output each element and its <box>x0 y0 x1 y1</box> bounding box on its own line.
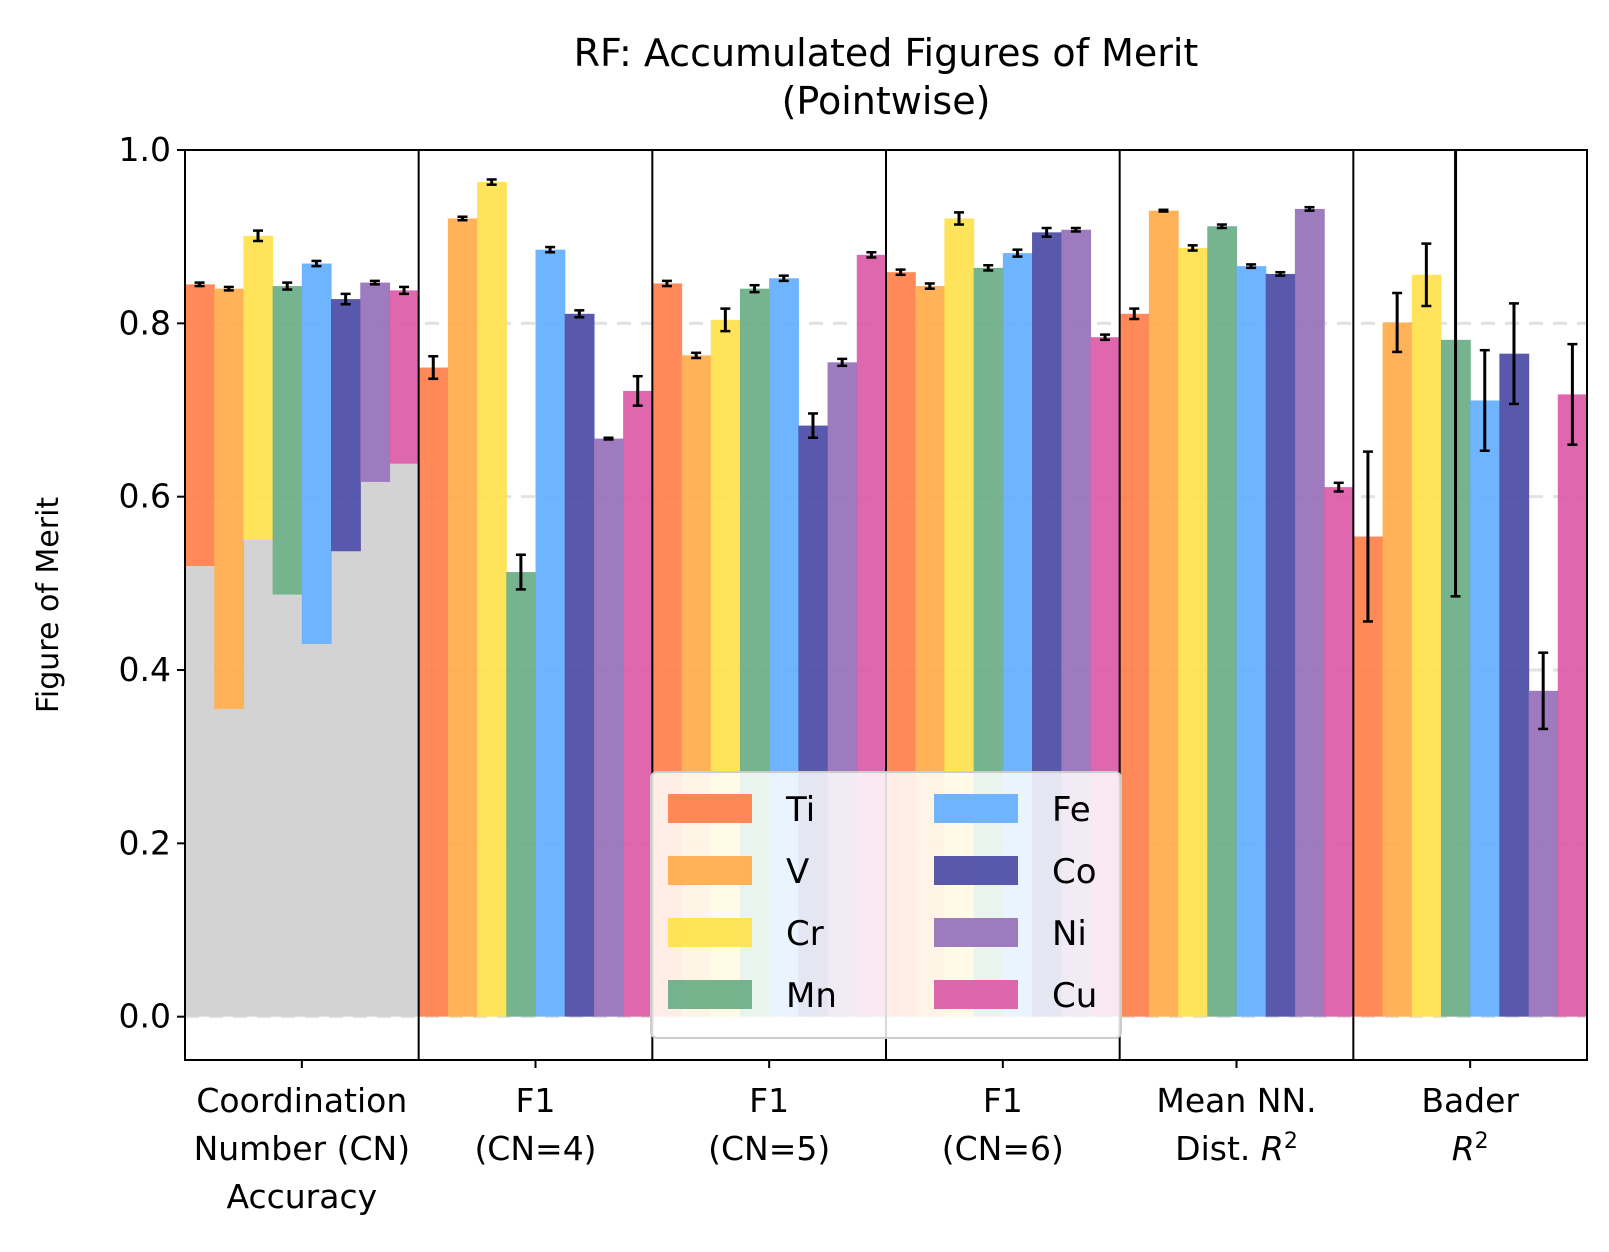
legend-swatch-ni <box>934 918 1018 947</box>
x-tick-label: F1 (CN=6) <box>942 1081 1064 1168</box>
y-tick-label: 0.0 <box>119 997 171 1036</box>
legend-swatch-ti <box>668 794 752 823</box>
bar-cr <box>1178 247 1208 1017</box>
bars <box>185 182 1588 1017</box>
bar-mn <box>272 286 303 595</box>
chart-title-line: (Pointwise) <box>782 79 991 123</box>
bar-cu <box>389 290 420 464</box>
bar-fe <box>535 249 566 1017</box>
baseline-bar <box>301 644 332 1017</box>
legend-swatch-mn <box>668 980 752 1009</box>
bar-cr <box>243 235 274 541</box>
bar-v <box>447 218 478 1017</box>
legend-swatch-fe <box>934 794 1018 823</box>
x-tick-label: Coordination Number (CN) Accuracy <box>194 1081 411 1216</box>
x-tick-label: Bader R2 <box>1421 1081 1519 1168</box>
y-tick-label: 0.6 <box>119 477 171 516</box>
baseline-bar <box>243 540 274 1017</box>
bar-fe <box>1470 400 1500 1017</box>
x-tick-label: F1 (CN=4) <box>474 1081 596 1168</box>
bar-v <box>214 288 245 709</box>
bar-ni <box>360 282 391 482</box>
bar-fe <box>301 263 332 644</box>
bar-cu <box>623 390 653 1017</box>
x-tick-label: Mean NN. Dist. R2 <box>1156 1081 1316 1168</box>
legend-label-mn: Mn <box>786 976 837 1016</box>
bar-mn <box>1207 226 1238 1017</box>
legend-label-v: V <box>786 852 809 892</box>
y-tick-label: 0.4 <box>119 650 171 689</box>
legend-label-ti: Ti <box>785 790 815 830</box>
y-axis: 0.0 0.2 0.4 0.6 0.8 1.0 <box>119 130 185 1036</box>
baseline-bar <box>331 551 361 1017</box>
chart-title-line: RF: Accumulated Figures of Merit <box>574 31 1199 75</box>
legend-swatch-co <box>934 856 1018 885</box>
baseline-bar <box>389 463 420 1017</box>
baseline-bar <box>272 594 303 1017</box>
bar-cr <box>477 182 507 1017</box>
bar-ti <box>185 284 215 566</box>
bar-co <box>1265 273 1296 1017</box>
baseline-bar <box>214 709 245 1017</box>
bar-cu <box>1557 394 1588 1017</box>
bar-v <box>1148 210 1179 1017</box>
x-tick-label: F1 (CN=5) <box>708 1081 830 1168</box>
y-tick-label: 0.2 <box>119 823 171 862</box>
legend-label-cu: Cu <box>1052 976 1097 1016</box>
bar-co <box>564 313 595 1017</box>
y-tick-label: 0.8 <box>119 303 171 342</box>
bar-ni <box>1528 690 1559 1017</box>
y-axis-label: Figure of Merit <box>31 497 66 714</box>
legend-swatch-cu <box>934 980 1018 1009</box>
y-tick-label: 1.0 <box>119 130 171 169</box>
legend-label-fe: Fe <box>1052 790 1091 830</box>
legend-box <box>650 771 1122 1039</box>
bar-ni <box>1294 208 1325 1017</box>
legend-swatch-v <box>668 856 752 885</box>
plot-frame <box>184 149 1588 1061</box>
bar-fe <box>1236 266 1267 1017</box>
baseline-bar <box>360 481 391 1017</box>
bar-cu <box>1324 487 1354 1017</box>
bar-ni <box>593 438 624 1017</box>
chart-title: RF: Accumulated Figures of Merit(Pointwi… <box>574 31 1199 123</box>
bar-co <box>1499 353 1530 1017</box>
x-axis: Coordination Number (CN) Accuracy F1 (CN=4) F… <box>194 1060 1519 1216</box>
bar-co <box>331 299 361 552</box>
bar-v <box>1382 322 1413 1017</box>
legend: Ti V Cr Mn Fe Co Ni Cu <box>650 771 1122 1039</box>
bar-ti <box>1119 313 1150 1017</box>
error-bars <box>194 150 1578 731</box>
legend-label-co: Co <box>1052 852 1097 892</box>
legend-label-ni: Ni <box>1052 914 1087 954</box>
bar-mn <box>506 572 537 1017</box>
bar-cr <box>1411 274 1442 1017</box>
legend-label-cr: Cr <box>786 914 824 954</box>
baseline-bar <box>185 566 215 1017</box>
legend-swatch-cr <box>668 918 752 947</box>
bar-ti <box>418 367 449 1017</box>
